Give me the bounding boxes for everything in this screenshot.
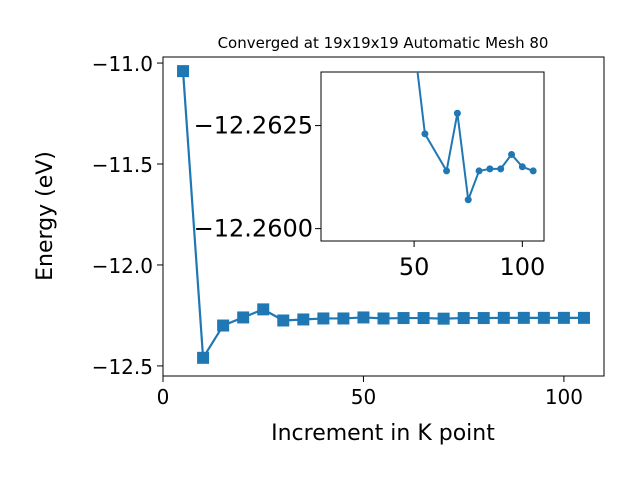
main-data-point: [557, 311, 570, 324]
main-x-tick-label: 0: [157, 385, 170, 409]
main-x-tick-label: 100: [545, 385, 583, 409]
inset-data-point: [475, 167, 483, 175]
main-y-tick-label: −12.0: [92, 254, 153, 278]
main-data-point: [357, 311, 370, 324]
inset-data-point: [486, 165, 494, 173]
inset-x-tick-label: 50: [399, 253, 430, 281]
main-data-point: [197, 351, 210, 364]
main-data-point: [297, 313, 310, 326]
inset-data-point: [453, 109, 461, 117]
inset-plot-area: [320, 71, 545, 242]
chart-title: Converged at 19x19x19 Automatic Mesh 80: [218, 34, 549, 52]
main-data-point: [377, 312, 390, 325]
y-axis-label: Energy (eV): [33, 151, 58, 281]
main-y-tick-label: −11.5: [92, 153, 153, 177]
main-data-point: [397, 312, 410, 325]
main-data-point: [417, 312, 430, 325]
main-data-point: [237, 311, 250, 324]
main-y-tick-label: −12.5: [92, 355, 153, 379]
main-data-point: [257, 303, 270, 316]
main-data-point: [437, 312, 450, 325]
main-data-point: [517, 311, 530, 324]
main-y-tick-label: −11.0: [92, 52, 153, 76]
main-data-point: [577, 311, 590, 324]
inset-data-point: [443, 167, 451, 175]
inset-data-point: [497, 165, 505, 173]
x-axis-label: Increment in K point: [271, 421, 495, 446]
main-data-point: [457, 312, 470, 325]
inset-data-point: [421, 130, 429, 138]
inset-data-point: [464, 196, 472, 204]
main-data-point: [537, 311, 550, 324]
main-data-point: [497, 311, 510, 324]
inset-data-point: [518, 163, 526, 171]
inset-data-point: [508, 150, 516, 158]
main-x-tick-label: 50: [351, 385, 376, 409]
main-data-point: [477, 312, 490, 325]
inset-x-tick-label: 100: [499, 253, 545, 281]
main-data-point: [277, 314, 290, 327]
main-data-point: [177, 65, 190, 78]
inset-y-tick-label: −12.2600: [194, 215, 313, 243]
inset-y-tick-label: −12.2625: [194, 112, 313, 140]
main-data-point: [217, 319, 230, 332]
main-data-point: [337, 312, 350, 325]
inset-data-point: [529, 167, 537, 175]
main-data-point: [317, 312, 330, 325]
